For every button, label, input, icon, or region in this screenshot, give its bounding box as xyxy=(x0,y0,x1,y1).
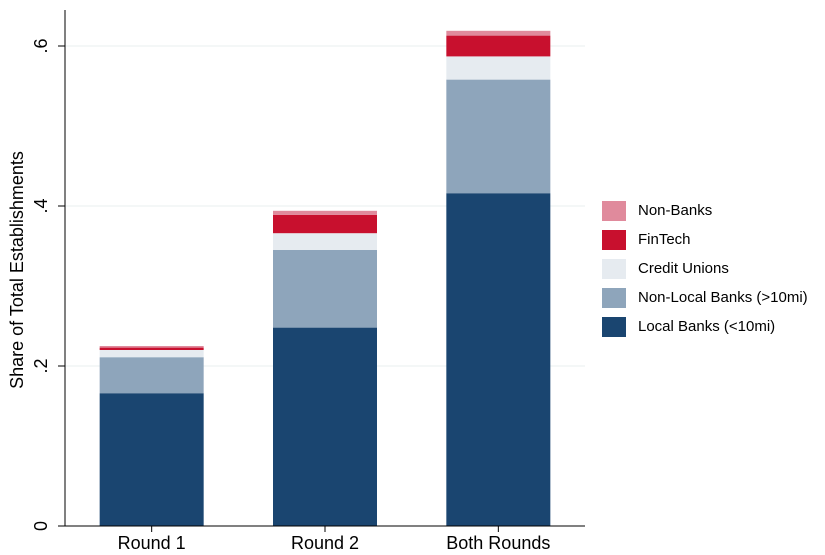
y-tick-label: .4 xyxy=(31,198,51,213)
bar-segment xyxy=(446,193,551,526)
bar-segment xyxy=(273,250,377,328)
legend-swatch xyxy=(602,317,626,337)
legend-swatch xyxy=(602,230,626,250)
y-tick-label: 0 xyxy=(31,521,51,531)
legend-label: Non-Banks xyxy=(638,202,712,219)
bar-segment xyxy=(446,79,551,194)
legend-label: Credit Unions xyxy=(638,260,729,277)
bar-segment xyxy=(99,346,204,348)
bar-segment xyxy=(99,347,204,350)
bar-segment xyxy=(273,327,377,526)
y-axis-label: Share of Total Establishments xyxy=(7,151,27,389)
x-tick-label: Round 2 xyxy=(291,533,359,553)
bar-segment xyxy=(99,350,204,358)
legend-swatch xyxy=(602,201,626,221)
bar-segment xyxy=(446,30,551,36)
y-tick-label: .6 xyxy=(31,38,51,53)
bar-segment xyxy=(273,214,377,234)
bar-segment xyxy=(99,357,204,394)
legend-label: FinTech xyxy=(638,231,691,248)
legend-label: Local Banks (<10mi) xyxy=(638,318,775,335)
y-tick-label: .2 xyxy=(31,358,51,373)
bar-segment xyxy=(446,56,551,80)
bar-segment xyxy=(446,35,551,57)
legend-swatch xyxy=(602,259,626,279)
bar-segment xyxy=(273,210,377,215)
x-tick-label: Both Rounds xyxy=(446,533,550,553)
legend-swatch xyxy=(602,288,626,308)
x-tick-label: Round 1 xyxy=(118,533,186,553)
bar-segment xyxy=(99,393,204,526)
bar-segment xyxy=(273,233,377,250)
legend-label: Non-Local Banks (>10mi) xyxy=(638,289,808,306)
